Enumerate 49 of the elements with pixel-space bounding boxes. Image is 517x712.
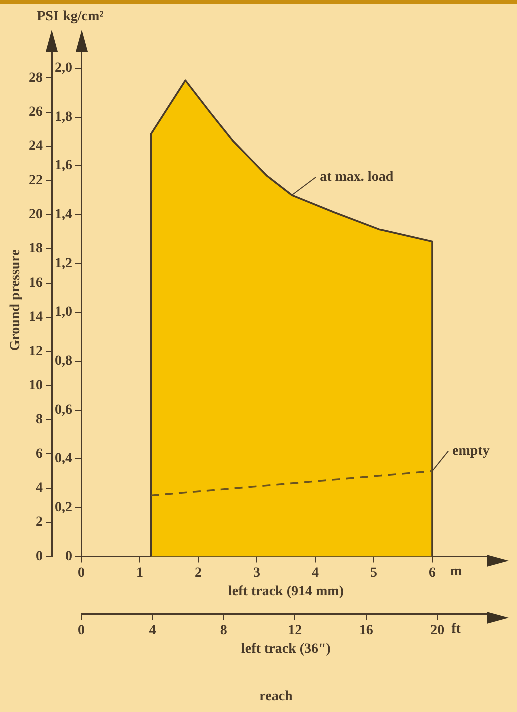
y2-tick-label: 4 [36,481,43,496]
x2-tick-label: 16 [359,623,374,638]
y2-tick-label: 0 [36,549,43,564]
text: ft [452,622,462,638]
y-tick-label: 1,8 [55,110,72,125]
y2-tick-label: 6 [36,446,43,462]
x2-tick-label: 8 [220,623,228,638]
y-tick-label: 0,2 [55,500,72,516]
y-tick-label: 0,4 [55,452,72,467]
text: m [450,564,462,580]
y-tick-label: 1,6 [55,158,72,174]
x-tick-label: 5 [370,566,378,581]
x2-tick-label: 12 [288,623,302,638]
x2-tick-label: 20 [430,623,445,638]
x2-axis-title: left track (36") [242,642,332,658]
y2-tick-label: 14 [29,310,43,326]
x-tick-label: 4 [312,566,319,581]
y2-tick-label: 20 [29,208,43,223]
x2-tick-label: 4 [149,623,156,638]
x-tick-label: 6 [429,566,436,581]
y2-tick-label: 8 [36,412,43,428]
series-label: empty [452,444,490,459]
y-tick-label: 1,4 [55,208,72,223]
x2-tick-label: 0 [78,623,85,638]
y-tick-label: 1,2 [55,256,72,272]
y2-axis-title: PSI [37,10,59,25]
y-tick-label: 0,8 [55,354,72,370]
y2-tick-label: 24 [29,139,43,154]
y-axis-title: kg/cm² [63,10,104,25]
y2-tick-label: 18 [29,242,43,257]
legend-label: at max. load [320,170,394,186]
y2-tick-label: 10 [29,378,43,394]
x-axis-title: left track (914 mm) [228,584,344,600]
text: reach [260,690,294,705]
y2-tick-label: 26 [29,104,43,120]
text: Ground pressure [8,250,24,352]
y2-tick-label: 12 [29,344,43,360]
y2-tick-label: 22 [29,173,43,188]
y2-tick-label: 2 [36,515,43,530]
x-tick-label: 2 [195,566,202,581]
y2-tick-label: 16 [29,276,43,291]
y-tick-label: 0,6 [55,402,72,418]
y-tick-label: 0 [66,549,72,564]
x-tick-label: 1 [136,566,144,581]
y-tick-label: 1,0 [55,305,72,320]
x-tick-label: 0 [78,566,85,581]
y2-tick-label: 28 [29,70,43,86]
y-tick-label: 2,0 [55,61,72,76]
x-tick-label: 3 [254,566,260,581]
